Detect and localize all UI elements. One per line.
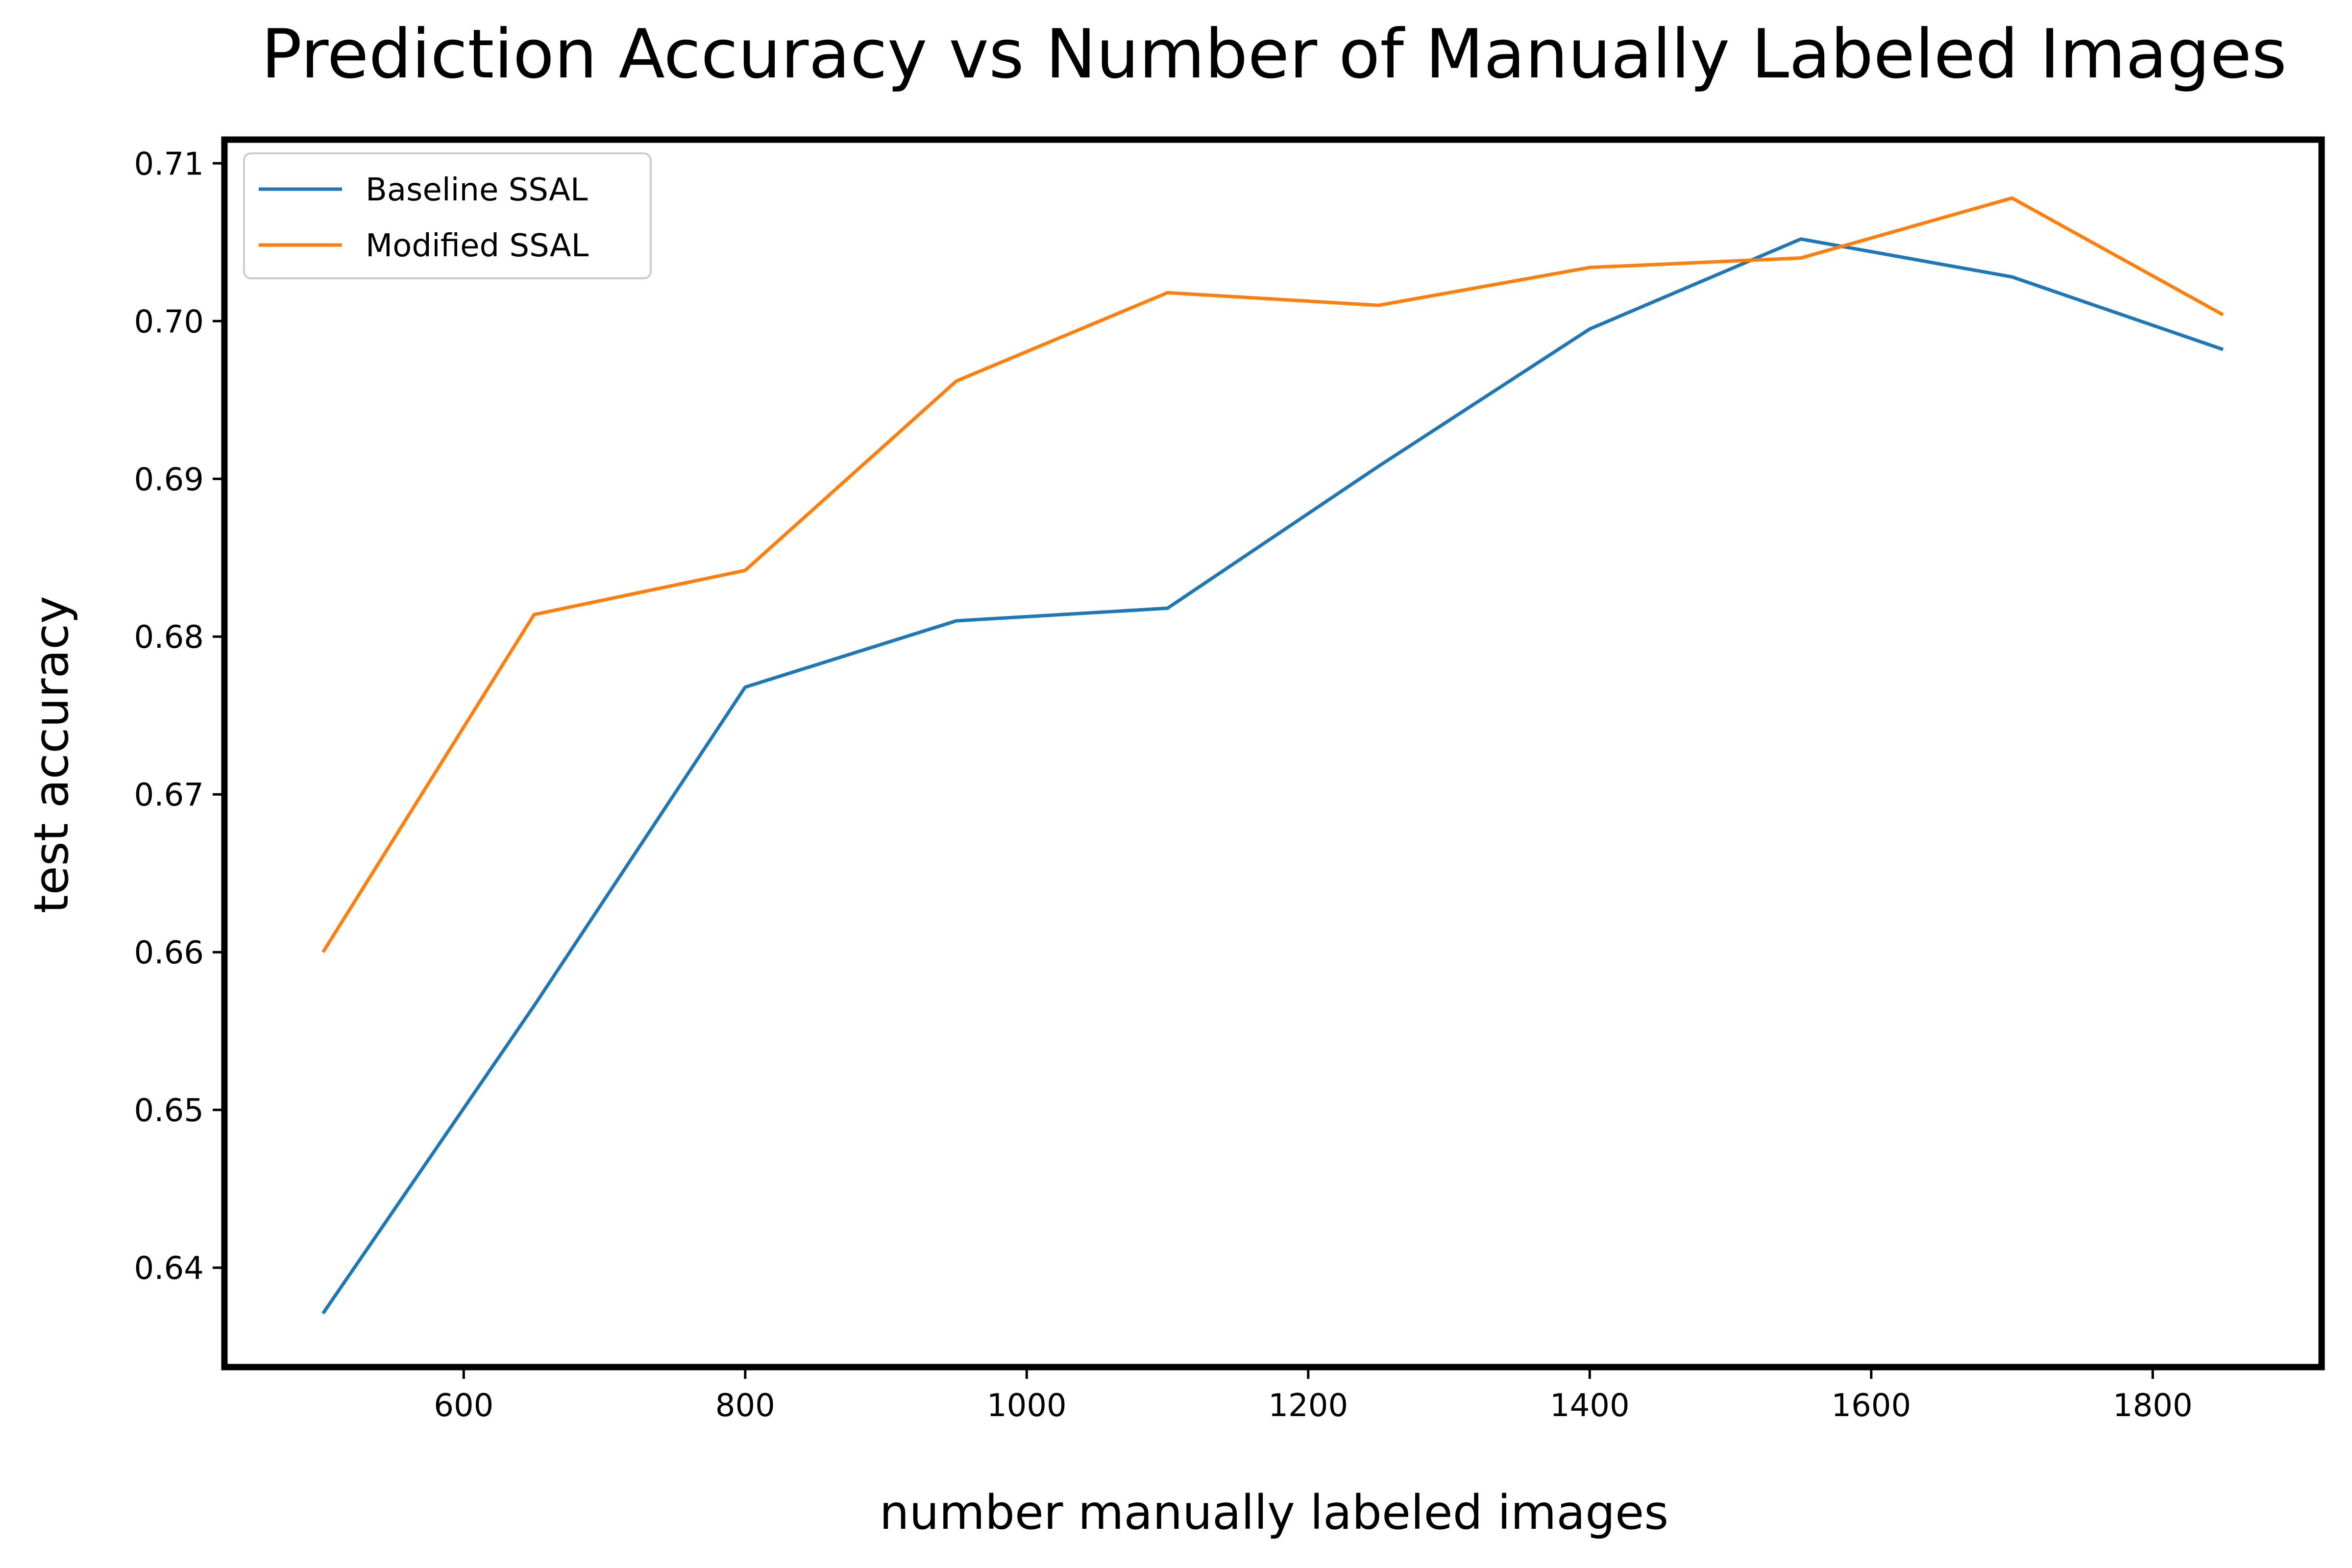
y-tick-label: 0.65: [134, 1093, 204, 1129]
series-line-modified-ssal: [321, 196, 2224, 954]
x-tick-label: 1600: [1831, 1388, 1911, 1424]
legend-label-baseline-ssal: Baseline SSAL: [366, 172, 588, 208]
legend-label-modified-ssal: Modified SSAL: [366, 228, 589, 264]
y-axis-ticks: 0.64 0.65 0.66 0.67 0.68 0.69 0.70 0.71: [134, 146, 224, 1287]
legend: Baseline SSAL Modified SSAL: [243, 152, 652, 279]
series-lines: [321, 196, 2224, 1315]
x-tick-label: 1800: [2113, 1388, 2193, 1424]
x-axis-label: number manually labeled images: [880, 1485, 1668, 1540]
x-tick-label: 1000: [987, 1388, 1067, 1424]
x-tick-label: 600: [434, 1388, 493, 1424]
legend-box: [243, 152, 652, 279]
series-line-baseline-ssal: [321, 237, 2224, 1315]
x-axis-ticks: 600 800 1000 1200 1400 1600 1800: [434, 1367, 2193, 1424]
y-tick-label: 0.70: [134, 304, 204, 340]
y-tick-label: 0.66: [134, 935, 204, 971]
y-tick-label: 0.69: [134, 462, 204, 498]
y-axis-label: test accuracy: [24, 596, 79, 913]
y-tick-label: 0.71: [134, 146, 204, 182]
chart-title: Prediction Accuracy vs Number of Manuall…: [261, 15, 2287, 94]
y-tick-label: 0.64: [134, 1250, 204, 1287]
plot-frame: [221, 136, 2325, 1371]
y-tick-label: 0.67: [134, 777, 204, 813]
y-tick-label: 0.68: [134, 619, 204, 656]
x-tick-label: 1400: [1550, 1388, 1630, 1424]
x-tick-label: 1200: [1268, 1388, 1348, 1424]
x-tick-label: 800: [715, 1388, 775, 1424]
